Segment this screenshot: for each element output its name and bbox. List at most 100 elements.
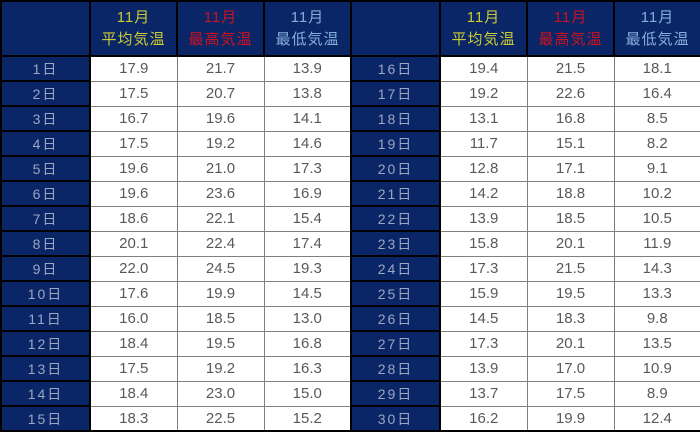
- min-temp-value: 9.8: [613, 305, 700, 332]
- max-temp-value: 18.8: [526, 180, 615, 207]
- header-label: 最低気温: [625, 30, 690, 48]
- min-temp-value: 14.1: [263, 105, 352, 132]
- min-temp-value: 10.2: [613, 180, 700, 207]
- min-temp-value: 13.0: [263, 305, 352, 332]
- day-label: 3日: [0, 105, 91, 132]
- min-temp-value: 16.8: [263, 330, 352, 357]
- table-row: 10日 17.6 19.9 14.5: [0, 280, 352, 307]
- day-label: 19日: [350, 130, 441, 157]
- table-row: 12日 18.4 19.5 16.8: [0, 330, 352, 357]
- avg-temp-value: 18.6: [89, 205, 178, 232]
- header-row: 11月 平均気温 11月 最高気温 11月 最低気温: [350, 0, 700, 57]
- avg-temp-value: 17.5: [89, 80, 178, 107]
- header-month: 11月: [640, 8, 675, 26]
- min-temp-value: 13.3: [613, 280, 700, 307]
- max-temp-header: 11月 最高気温: [526, 0, 615, 57]
- avg-temp-value: 18.4: [89, 380, 178, 407]
- avg-temp-value: 15.9: [439, 280, 528, 307]
- max-temp-value: 17.1: [526, 155, 615, 182]
- avg-temp-header: 11月 平均気温: [439, 0, 528, 57]
- min-temp-value: 8.9: [613, 380, 700, 407]
- min-temp-value: 8.5: [613, 105, 700, 132]
- header-label: 最低気温: [275, 30, 340, 48]
- max-temp-value: 20.1: [526, 230, 615, 257]
- avg-temp-value: 17.6: [89, 280, 178, 307]
- day-label: 27日: [350, 330, 441, 357]
- max-temp-value: 22.5: [176, 405, 265, 432]
- header-month: 11月: [466, 8, 501, 26]
- header-month: 11月: [116, 8, 151, 26]
- min-temp-value: 16.3: [263, 355, 352, 382]
- min-temp-value: 12.4: [613, 405, 700, 432]
- table-row: 30日 16.2 19.9 12.4: [350, 405, 700, 432]
- table-row: 17日 19.2 22.6 16.4: [350, 80, 700, 107]
- table-row: 16日 19.4 21.5 18.1: [350, 55, 700, 82]
- max-temp-value: 21.5: [526, 255, 615, 282]
- avg-temp-value: 17.9: [89, 55, 178, 82]
- header-row: 11月 平均気温 11月 最高気温 11月 最低気温: [0, 0, 352, 57]
- table-row: 19日 11.7 15.1 8.2: [350, 130, 700, 157]
- avg-temp-value: 13.9: [439, 205, 528, 232]
- avg-temp-value: 14.5: [439, 305, 528, 332]
- min-temp-value: 17.3: [263, 155, 352, 182]
- avg-temp-value: 18.3: [89, 405, 178, 432]
- table-row: 29日 13.7 17.5 8.9: [350, 380, 700, 407]
- table-row: 25日 15.9 19.5 13.3: [350, 280, 700, 307]
- header-label: 平均気温: [451, 30, 516, 48]
- max-temp-value: 19.5: [176, 330, 265, 357]
- avg-temp-value: 16.2: [439, 405, 528, 432]
- day-label: 22日: [350, 205, 441, 232]
- min-temp-value: 17.4: [263, 230, 352, 257]
- max-temp-header: 11月 最高気温: [176, 0, 265, 57]
- table-row: 3日 16.7 19.6 14.1: [0, 105, 352, 132]
- table-row: 20日 12.8 17.1 9.1: [350, 155, 700, 182]
- avg-temp-value: 13.7: [439, 380, 528, 407]
- table-row: 24日 17.3 21.5 14.3: [350, 255, 700, 282]
- day-label: 4日: [0, 130, 91, 157]
- max-temp-value: 22.1: [176, 205, 265, 232]
- avg-temp-value: 18.4: [89, 330, 178, 357]
- day-label: 1日: [0, 55, 91, 82]
- table-row: 5日 19.6 21.0 17.3: [0, 155, 352, 182]
- max-temp-value: 15.1: [526, 130, 615, 157]
- day-label: 29日: [350, 380, 441, 407]
- day-label: 18日: [350, 105, 441, 132]
- max-temp-value: 19.6: [176, 105, 265, 132]
- header-label: 平均気温: [101, 30, 166, 48]
- avg-temp-header: 11月 平均気温: [89, 0, 178, 57]
- day-label: 30日: [350, 405, 441, 432]
- table-row: 7日 18.6 22.1 15.4: [0, 205, 352, 232]
- max-temp-value: 22.6: [526, 80, 615, 107]
- max-temp-value: 21.0: [176, 155, 265, 182]
- table-row: 15日 18.3 22.5 15.2: [0, 405, 352, 432]
- corner-cell: [0, 0, 91, 57]
- min-temp-value: 14.6: [263, 130, 352, 157]
- max-temp-value: 16.8: [526, 105, 615, 132]
- avg-temp-value: 12.8: [439, 155, 528, 182]
- table-row: 6日 19.6 23.6 16.9: [0, 180, 352, 207]
- day-label: 23日: [350, 230, 441, 257]
- min-temp-value: 11.9: [613, 230, 700, 257]
- avg-temp-value: 16.0: [89, 305, 178, 332]
- max-temp-value: 22.4: [176, 230, 265, 257]
- avg-temp-value: 17.3: [439, 255, 528, 282]
- day-label: 26日: [350, 305, 441, 332]
- min-temp-header: 11月 最低気温: [263, 0, 352, 57]
- table-row: 11日 16.0 18.5 13.0: [0, 305, 352, 332]
- avg-temp-value: 14.2: [439, 180, 528, 207]
- table-row: 9日 22.0 24.5 19.3: [0, 255, 352, 282]
- min-temp-value: 10.5: [613, 205, 700, 232]
- day-label: 21日: [350, 180, 441, 207]
- max-temp-value: 20.7: [176, 80, 265, 107]
- header-month: 11月: [553, 8, 588, 26]
- day-label: 14日: [0, 380, 91, 407]
- corner-cell: [350, 0, 441, 57]
- avg-temp-value: 19.6: [89, 180, 178, 207]
- max-temp-value: 18.5: [526, 205, 615, 232]
- min-temp-value: 13.8: [263, 80, 352, 107]
- day-label: 12日: [0, 330, 91, 357]
- max-temp-value: 19.2: [176, 130, 265, 157]
- day-label: 17日: [350, 80, 441, 107]
- table-row: 2日 17.5 20.7 13.8: [0, 80, 352, 107]
- min-temp-value: 8.2: [613, 130, 700, 157]
